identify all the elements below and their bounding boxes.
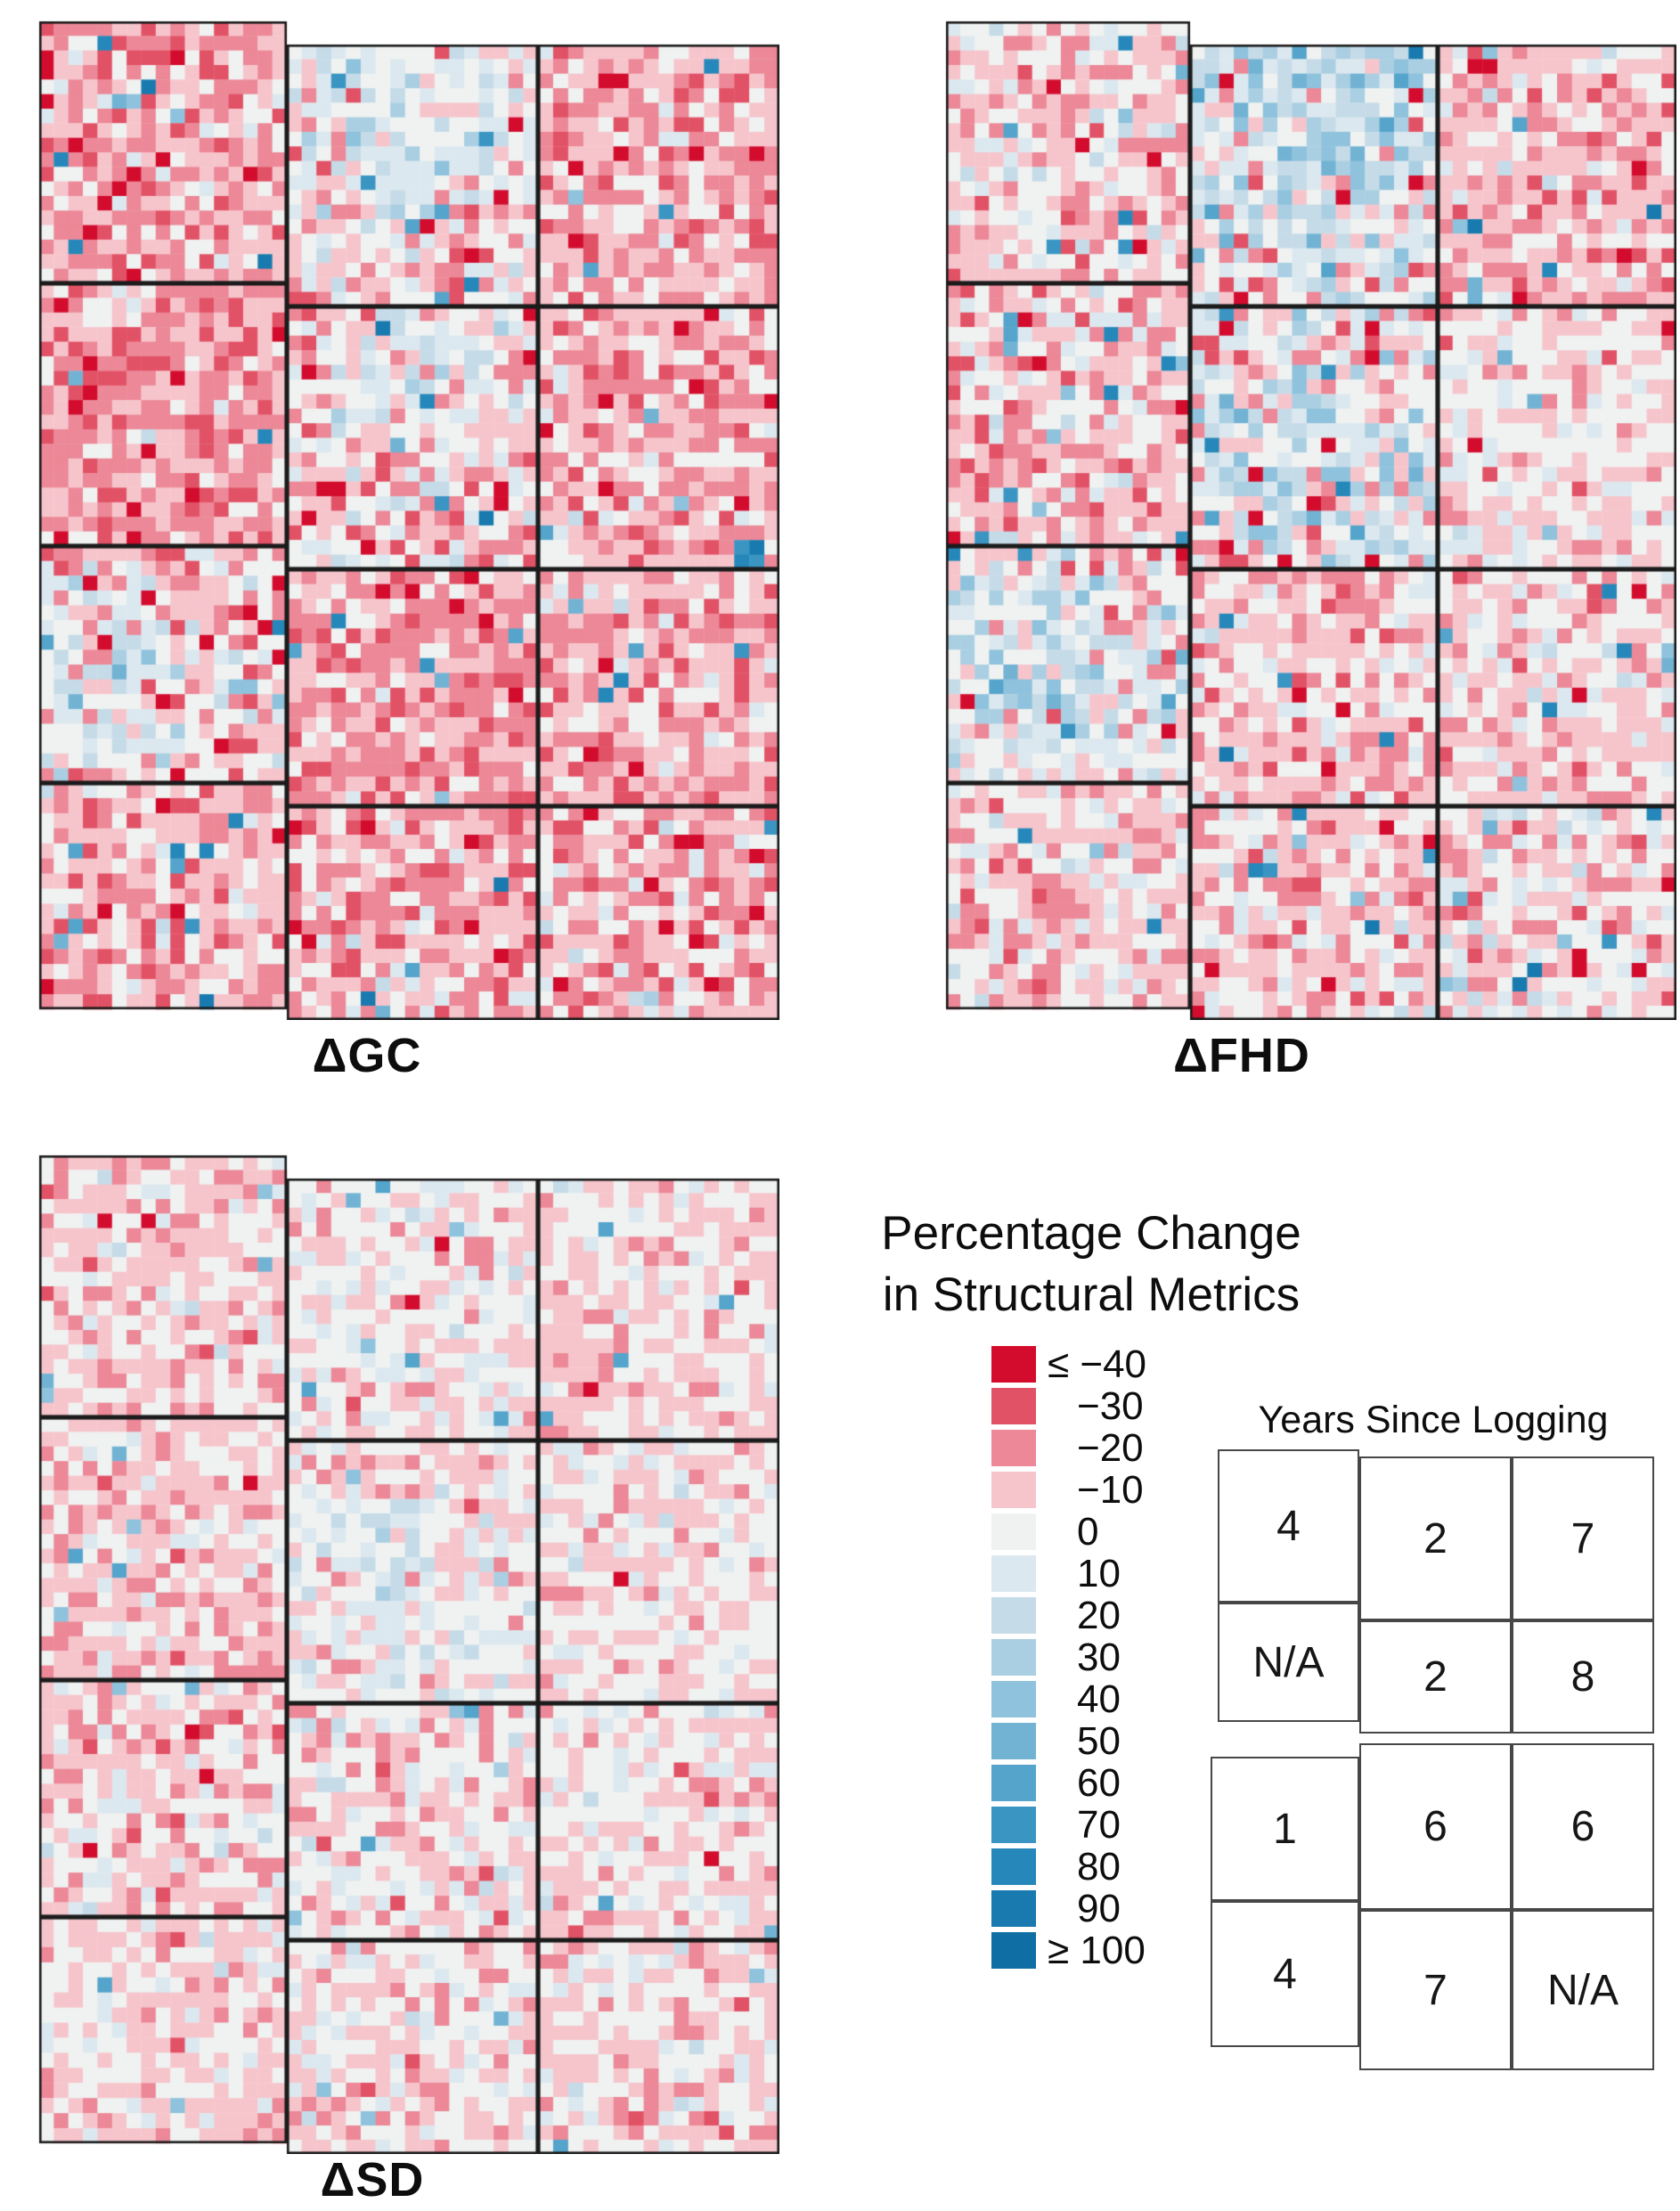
legend-color-swatch: [991, 1346, 1036, 1383]
years-grid-value: 6: [1423, 1803, 1448, 1850]
legend-entry: 40: [991, 1677, 1146, 1721]
years-grid-cell: N/A: [1218, 1603, 1359, 1722]
legend-entry-label: 40: [1077, 1677, 1121, 1721]
legend-entry-label: ≥ 100: [1048, 1929, 1146, 1972]
legend-entry-label: 80: [1077, 1845, 1121, 1889]
years-grid-cell: 7: [1512, 1456, 1654, 1620]
legend-entry-label: 50: [1077, 1719, 1121, 1763]
legend-entry: ≥ 100: [991, 1929, 1146, 1972]
years-since-logging-grid: 4 2 7 N/A 2 8 1 6 6 4 7 N/A: [1211, 1449, 1658, 2073]
years-grid-value: 7: [1423, 1966, 1448, 2014]
heatmap-panel-gc: [27, 11, 779, 1020]
legend-color-swatch: [991, 1597, 1036, 1634]
legend-title: Percentage Change in Structural Metrics: [824, 1203, 1358, 1326]
legend-color-swatch: [991, 1807, 1036, 1843]
legend-entry: 70: [991, 1803, 1146, 1847]
legend-entry: −10: [991, 1468, 1146, 1512]
legend-title-line2: in Structural Metrics: [882, 1269, 1301, 1321]
legend-entry: 0: [991, 1510, 1146, 1554]
legend-entry: 50: [991, 1719, 1146, 1763]
legend-color-swatch: [991, 1765, 1036, 1801]
legend-color-swatch: [991, 1848, 1036, 1885]
years-grid-value: 4: [1273, 1950, 1297, 1998]
legend-entry-label: 0: [1077, 1510, 1099, 1554]
legend-entry: 20: [991, 1594, 1146, 1637]
heatmap-panel-sd: [27, 1145, 779, 2154]
years-grid-cell: 2: [1359, 1456, 1512, 1620]
years-grid-cell: 2: [1359, 1620, 1512, 1734]
legend-color-swatch: [991, 1513, 1036, 1550]
legend-color-swatch: [991, 1723, 1036, 1759]
legend-entry-label: 30: [1077, 1636, 1121, 1679]
color-scale-legend: ≤ −40 −30 −20 −10 0 10 20 30 40 50 60 70 80 90 ≥ 100: [991, 1342, 1147, 1974]
years-grid-cell: 1: [1211, 1757, 1359, 1901]
heatmap-panel-fhd: [934, 11, 1676, 1020]
years-grid-value: N/A: [1546, 1966, 1619, 2014]
legend-entry: 30: [991, 1636, 1146, 1679]
legend-entry: −20: [991, 1426, 1146, 1470]
legend-entry-label: 70: [1077, 1803, 1121, 1847]
years-grid-value: 8: [1570, 1653, 1595, 1701]
legend-entry-label: 20: [1077, 1594, 1121, 1637]
legend-color-swatch: [991, 1639, 1036, 1676]
legend-color-swatch: [991, 1388, 1036, 1424]
panel-label-fhd: ΔFHD: [1173, 1029, 1310, 1082]
legend-entry: 60: [991, 1761, 1146, 1805]
years-grid-cell: N/A: [1512, 1910, 1654, 2070]
years-grid-value: 4: [1276, 1502, 1301, 1550]
legend-color-swatch: [991, 1555, 1036, 1592]
legend-entry-label: ≤ −40: [1048, 1342, 1147, 1386]
years-grid-cell: 4: [1218, 1449, 1359, 1603]
legend-entry: −30: [991, 1384, 1146, 1428]
legend-color-swatch: [991, 1932, 1036, 1969]
legend-color-swatch: [991, 1472, 1036, 1508]
legend-entry: 80: [991, 1845, 1146, 1889]
years-grid-value: 2: [1423, 1514, 1448, 1562]
legend-color-swatch: [991, 1890, 1036, 1927]
legend-entry-label: 60: [1077, 1761, 1121, 1805]
panel-label-sd: ΔSD: [320, 2153, 425, 2207]
years-grid-cell: 6: [1512, 1743, 1654, 1910]
legend-entry-label: −20: [1077, 1426, 1144, 1470]
legend-entry: 90: [991, 1887, 1146, 1930]
legend-entry: ≤ −40: [991, 1342, 1147, 1386]
legend-title-line1: Percentage Change: [881, 1207, 1301, 1260]
legend-entry: 10: [991, 1552, 1146, 1595]
legend-entry-label: 90: [1077, 1887, 1121, 1930]
legend-entry-label: −10: [1077, 1468, 1144, 1512]
years-grid-cell: 4: [1211, 1901, 1359, 2047]
years-grid-cell: 8: [1512, 1620, 1654, 1734]
years-grid-cell: 6: [1359, 1743, 1512, 1910]
legend-entry-label: 10: [1077, 1552, 1121, 1595]
years-grid-cell: 7: [1359, 1910, 1512, 2070]
years-grid-title: Years Since Logging: [1258, 1399, 1609, 1441]
panel-label-gc: ΔGC: [312, 1029, 422, 1082]
years-grid-value: 7: [1570, 1514, 1595, 1562]
years-grid-value: 6: [1570, 1803, 1595, 1850]
years-grid-value: 2: [1423, 1653, 1448, 1701]
years-grid-value: 1: [1273, 1805, 1297, 1853]
legend-color-swatch: [991, 1681, 1036, 1717]
years-grid-value: N/A: [1252, 1638, 1325, 1686]
legend-color-swatch: [991, 1430, 1036, 1466]
legend-entry-label: −30: [1077, 1384, 1144, 1428]
